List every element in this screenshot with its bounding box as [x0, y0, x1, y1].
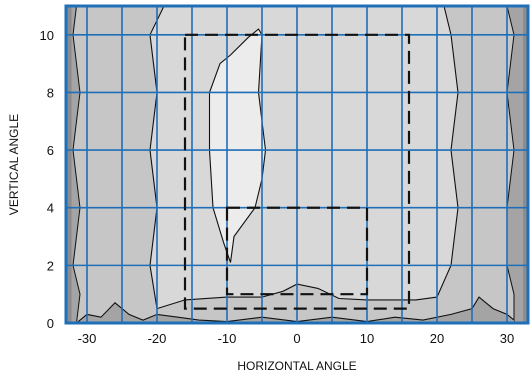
x-tick-label: -10 — [218, 331, 237, 346]
plot-frame — [64, 4, 530, 325]
contour-region-center_region — [149, 6, 459, 310]
contour-region-hot_spot — [208, 28, 267, 263]
x-axis-label: HORIZONTAL ANGLE — [237, 359, 356, 373]
tick-labels: -30 -20 -10 0 10 20 30 0 2 4 6 8 10 — [40, 28, 515, 346]
y-tick-label: 10 — [40, 28, 54, 43]
y-axis-label: VERTICAL ANGLE — [7, 114, 21, 215]
y-tick-label: 4 — [47, 201, 54, 216]
bottom-band — [76, 297, 514, 323]
x-tick-label: -30 — [78, 331, 97, 346]
left-outer-strip — [66, 6, 72, 323]
right-outer-strip — [523, 6, 528, 323]
x-tick-label: 30 — [500, 331, 514, 346]
inner-dashed-box — [225, 206, 369, 296]
plot-area — [64, 4, 530, 325]
outer-dashed-box — [183, 33, 411, 310]
y-tick-label: 2 — [47, 258, 54, 273]
x-tick-label: 20 — [430, 331, 444, 346]
y-tick-label: 6 — [47, 143, 54, 158]
x-tick-label: -20 — [148, 331, 167, 346]
x-tick-label: 10 — [360, 331, 374, 346]
y-tick-label: 0 — [47, 316, 54, 331]
y-tick-label: 8 — [47, 85, 54, 100]
x-tick-label: 0 — [293, 331, 300, 346]
